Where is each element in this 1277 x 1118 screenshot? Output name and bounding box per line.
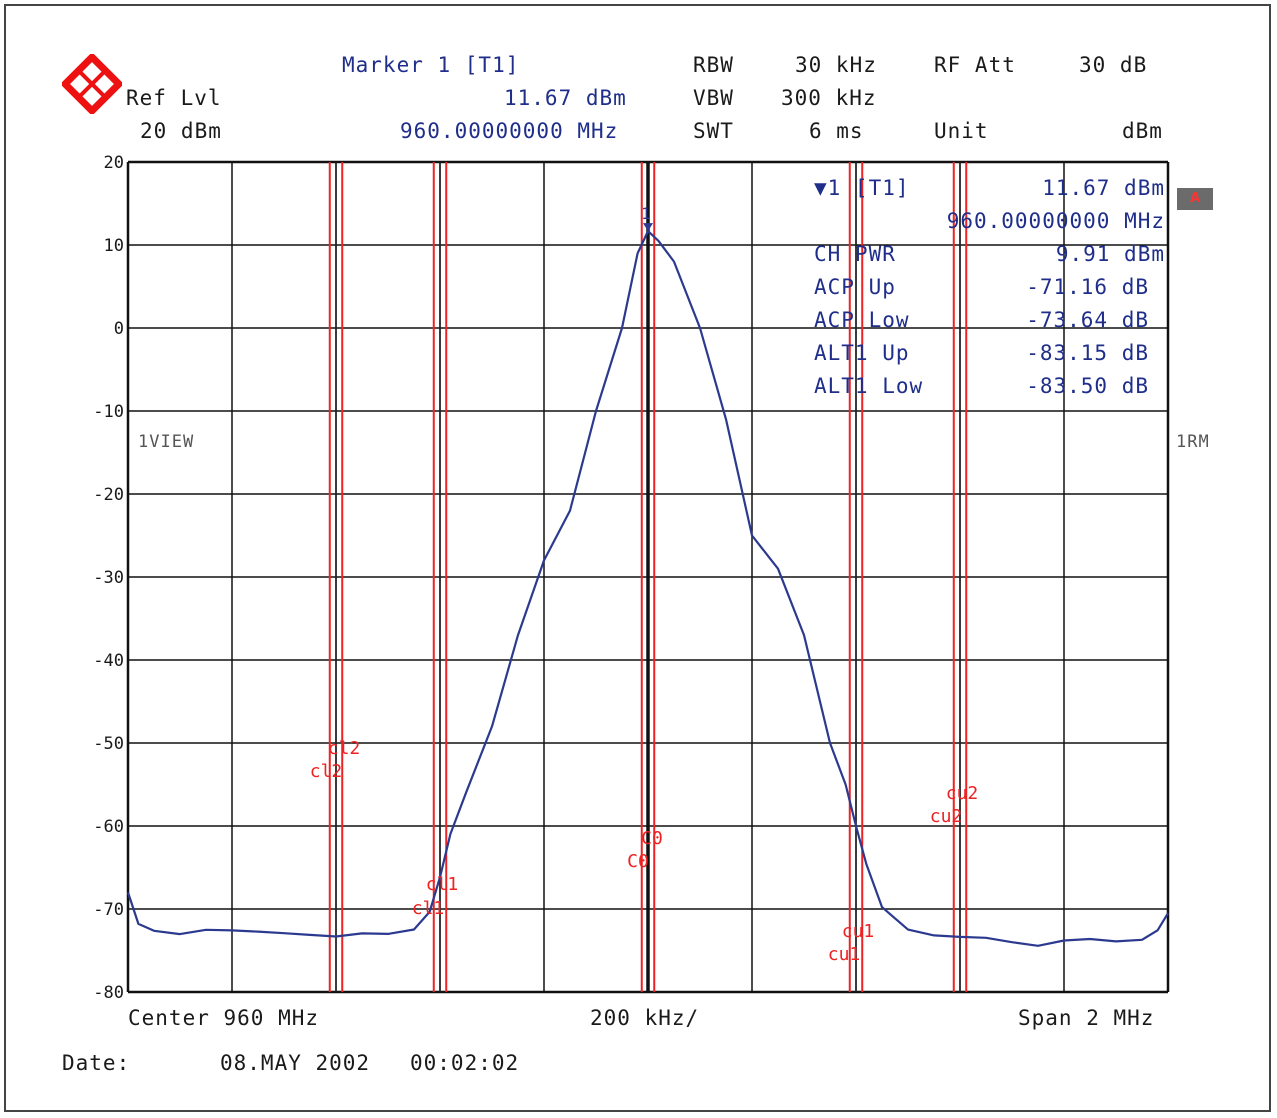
y-tick-label: -20 xyxy=(93,485,124,505)
channel-label-C0: C0 xyxy=(641,828,663,849)
trace-mode-label: 1RM xyxy=(1176,432,1210,452)
readout-row-label: ALT1 Low xyxy=(814,374,924,398)
channel-label-C0: C0 xyxy=(627,851,649,872)
readout-row-label: ACP Low xyxy=(814,308,910,332)
y-tick-label: -40 xyxy=(93,651,124,671)
trace-view-label: 1VIEW xyxy=(138,432,195,452)
time-value: 00:02:02 xyxy=(410,1051,520,1075)
channel-label-cl2: cl2 xyxy=(328,738,361,759)
readout-marker-level: 11.67 dBm xyxy=(1042,176,1165,200)
marker-1-triangle xyxy=(643,223,653,232)
ref-level-value: 20 dBm xyxy=(140,119,222,143)
readout-row-value: -83.15 dB xyxy=(1026,341,1149,365)
rbw-value: 30 kHz xyxy=(795,53,877,77)
channel-label-cu1: cu1 xyxy=(828,944,861,965)
y-tick-label: -10 xyxy=(93,402,124,422)
date-value: 08.MAY 2002 xyxy=(220,1051,371,1075)
y-tick-label: 20 xyxy=(104,153,124,173)
y-tick-label: -80 xyxy=(93,983,124,1003)
channel-label-cu1: cu1 xyxy=(842,921,875,942)
unit-value: dBm xyxy=(1122,119,1163,143)
readout-row-value: -71.16 dB xyxy=(1026,275,1149,299)
channel-label-cl2: cl2 xyxy=(310,761,343,782)
readout-row-value: -73.64 dB xyxy=(1026,308,1149,332)
channel-label-cl1: cl1 xyxy=(426,874,459,895)
rohde-schwarz-logo-icon xyxy=(62,54,122,114)
readout-row-label: ALT1 Up xyxy=(814,341,910,365)
y-tick-label: -30 xyxy=(93,568,124,588)
center-frequency: Center 960 MHz xyxy=(128,1006,320,1030)
rbw-label: RBW xyxy=(693,53,734,77)
rf-att-value: 30 dB xyxy=(1079,53,1148,77)
marker-frequency: 960.00000000 MHz xyxy=(400,119,619,143)
y-tick-label: 10 xyxy=(104,236,124,256)
y-tick-label: 0 xyxy=(114,319,124,339)
readout-marker-frequency: 960.00000000 MHz xyxy=(946,209,1165,233)
channel-label-cl1: cl1 xyxy=(412,898,445,919)
swt-value: 6 ms xyxy=(809,119,864,143)
trace-a-badge: A xyxy=(1177,188,1213,210)
swt-label: SWT xyxy=(693,119,734,143)
span-label: Span 2 MHz xyxy=(1018,1006,1155,1030)
y-tick-label: -50 xyxy=(93,734,124,754)
unit-label: Unit xyxy=(934,119,989,143)
channel-label-cu2: cu2 xyxy=(946,783,979,804)
channel-label-cu2: cu2 xyxy=(930,806,963,827)
vbw-value: 300 kHz xyxy=(781,86,877,110)
date-label: Date: xyxy=(62,1051,131,1075)
readout-marker-label: ▼1 [T1] xyxy=(814,176,910,200)
vbw-label: VBW xyxy=(693,86,734,110)
division-label: 200 kHz/ xyxy=(590,1006,700,1030)
marker-level: 11.67 dBm xyxy=(504,86,627,110)
readout-row-value: -83.50 dB xyxy=(1026,374,1149,398)
ref-level-label: Ref Lvl xyxy=(126,86,222,110)
y-tick-label: -70 xyxy=(93,900,124,920)
rf-att-label: RF Att xyxy=(934,53,1016,77)
readout-row-label: CH PWR xyxy=(814,242,896,266)
marker-1-label: 1 xyxy=(641,204,651,223)
marker-title: Marker 1 [T1] xyxy=(342,53,520,77)
display-frame xyxy=(4,4,1271,1112)
y-tick-label: -60 xyxy=(93,817,124,837)
readout-row-label: ACP Up xyxy=(814,275,896,299)
readout-row-value: 9.91 dBm xyxy=(1055,242,1165,266)
